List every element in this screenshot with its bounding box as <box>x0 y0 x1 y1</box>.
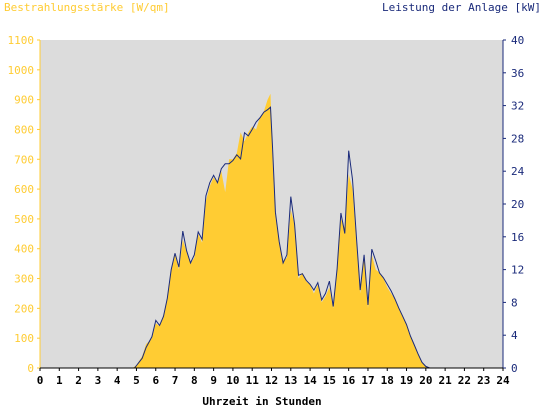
left-tick-label: 500 <box>14 213 34 226</box>
x-tick-label: 14 <box>303 374 317 387</box>
right-tick-label: 12 <box>511 264 524 277</box>
x-tick-label: 24 <box>496 374 510 387</box>
right-tick-label: 32 <box>511 100 524 113</box>
x-tick-label: 15 <box>323 374 336 387</box>
x-tick-label: 21 <box>439 374 453 387</box>
x-tick-label: 1 <box>56 374 63 387</box>
x-tick-label: 13 <box>284 374 297 387</box>
left-tick-label: 600 <box>14 183 34 196</box>
right-tick-label: 24 <box>511 165 525 178</box>
x-tick-label: 18 <box>381 374 394 387</box>
irradiance-area <box>40 93 503 368</box>
x-tick-label: 9 <box>210 374 217 387</box>
left-tick-label: 400 <box>14 243 34 256</box>
left-tick-label: 900 <box>14 94 34 107</box>
left-tick-label: 800 <box>14 123 34 136</box>
x-tick-label: 20 <box>419 374 432 387</box>
left-axis-title: Bestrahlungsstärke [W/qm] <box>4 1 170 14</box>
x-tick-label: 10 <box>226 374 239 387</box>
x-tick-label: 5 <box>133 374 140 387</box>
x-tick-label: 8 <box>191 374 198 387</box>
left-tick-label: 700 <box>14 153 34 166</box>
x-tick-label: 4 <box>114 374 121 387</box>
left-tick-label: 0 <box>27 362 34 375</box>
x-tick-label: 22 <box>458 374 471 387</box>
right-tick-label: 8 <box>511 296 518 309</box>
x-tick-label: 6 <box>152 374 159 387</box>
x-tick-label: 3 <box>95 374 102 387</box>
left-tick-label: 1000 <box>8 64 35 77</box>
right-tick-label: 20 <box>511 198 524 211</box>
left-tick-label: 1100 <box>8 34 35 47</box>
x-tick-label: 23 <box>477 374 490 387</box>
right-tick-label: 0 <box>511 362 518 375</box>
left-tick-label: 200 <box>14 302 34 315</box>
right-tick-label: 28 <box>511 132 524 145</box>
x-tick-label: 11 <box>246 374 260 387</box>
x-axis-label: Uhrzeit in Stunden <box>202 395 321 408</box>
x-tick-label: 16 <box>342 374 356 387</box>
left-tick-label: 300 <box>14 273 34 286</box>
right-axis-title: Leistung der Anlage [kW] <box>382 1 541 14</box>
power-line <box>40 106 503 369</box>
right-tick-label: 16 <box>511 231 524 244</box>
x-tick-label: 17 <box>361 374 374 387</box>
right-tick-label: 40 <box>511 34 524 47</box>
x-tick-label: 12 <box>265 374 278 387</box>
x-tick-label: 19 <box>400 374 413 387</box>
right-tick-label: 36 <box>511 67 524 80</box>
x-tick-label: 2 <box>75 374 82 387</box>
x-tick-label: 0 <box>37 374 44 387</box>
left-tick-label: 100 <box>14 332 34 345</box>
x-tick-label: 7 <box>172 374 179 387</box>
right-tick-label: 4 <box>511 329 518 342</box>
